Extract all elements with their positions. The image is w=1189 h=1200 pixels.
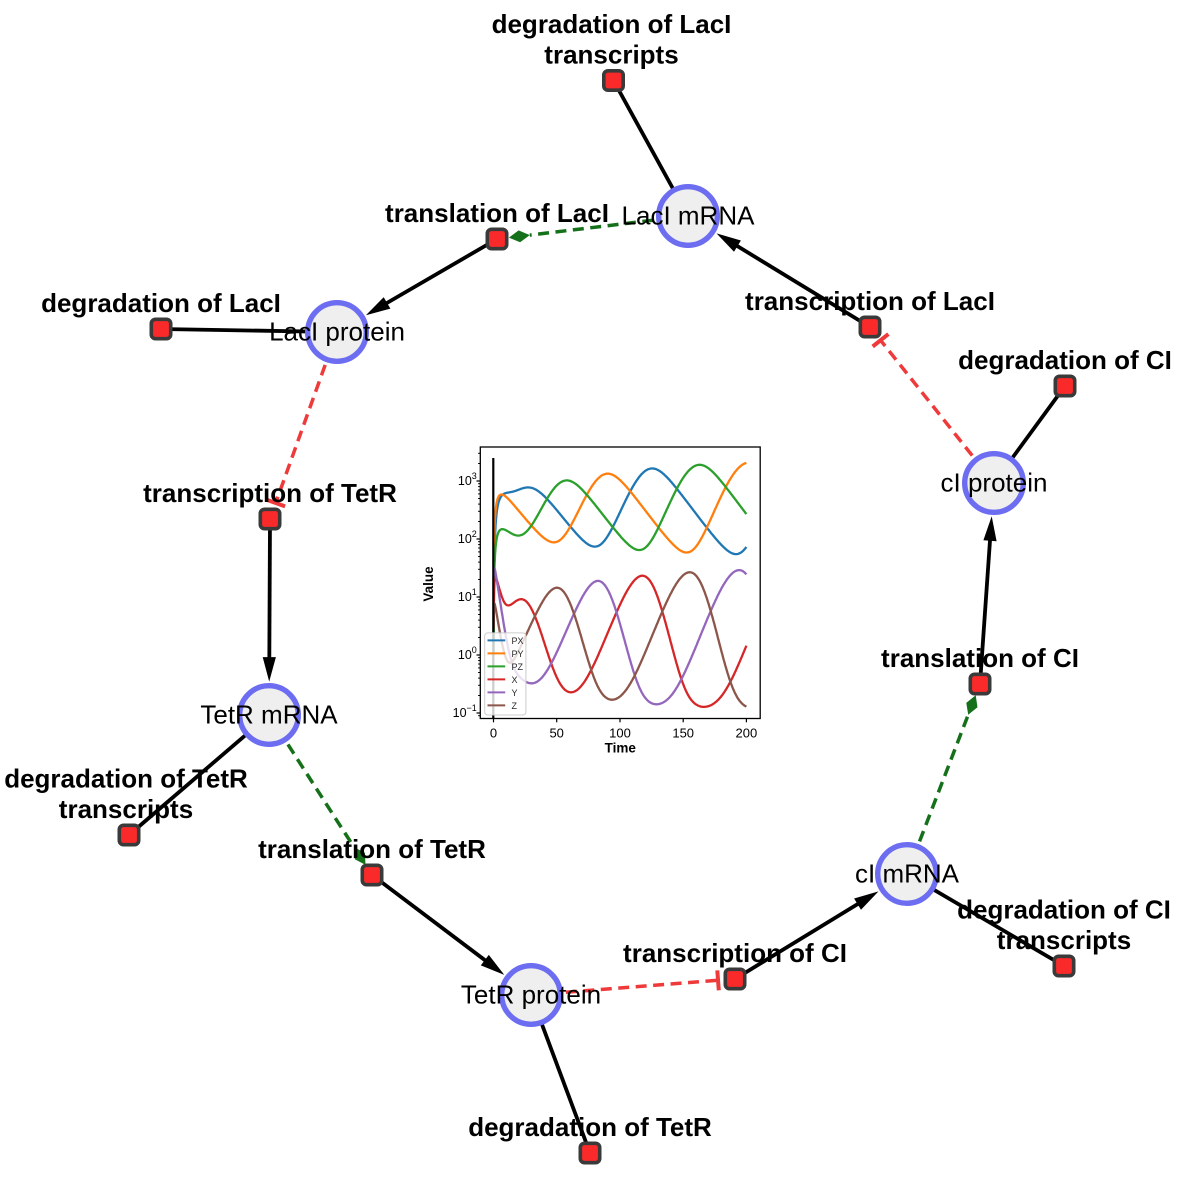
- svg-text:degradation of TetR: degradation of TetR: [4, 764, 248, 794]
- svg-text:X: X: [512, 675, 518, 685]
- svg-text:Y: Y: [512, 688, 518, 698]
- svg-text:degradation of LacI: degradation of LacI: [41, 288, 281, 318]
- svg-text:transcription of TetR: transcription of TetR: [143, 478, 397, 508]
- svg-text:translation of TetR: translation of TetR: [258, 834, 486, 864]
- svg-text:translation of CI: translation of CI: [881, 643, 1079, 673]
- svg-text:transcription of CI: transcription of CI: [623, 938, 847, 968]
- svg-text:150: 150: [672, 726, 694, 741]
- svg-text:200: 200: [736, 726, 758, 741]
- svg-text:translation of LacI: translation of LacI: [385, 198, 609, 228]
- svg-text:TetR protein: TetR protein: [461, 980, 601, 1010]
- svg-text:Value: Value: [421, 566, 436, 602]
- svg-text:PZ: PZ: [512, 662, 524, 672]
- svg-text:LacI protein: LacI protein: [269, 317, 405, 347]
- svg-text:50: 50: [549, 726, 563, 741]
- svg-text:PX: PX: [512, 636, 524, 646]
- svg-text:degradation of CI: degradation of CI: [957, 895, 1171, 925]
- svg-text:degradation of TetR: degradation of TetR: [468, 1112, 712, 1142]
- svg-text:TetR mRNA: TetR mRNA: [200, 700, 338, 730]
- svg-text:transcripts: transcripts: [59, 794, 193, 824]
- svg-text:transcripts: transcripts: [544, 40, 678, 70]
- svg-text:PY: PY: [512, 649, 524, 659]
- svg-text:cI mRNA: cI mRNA: [855, 859, 960, 889]
- svg-text:transcripts: transcripts: [997, 925, 1131, 955]
- svg-text:LacI mRNA: LacI mRNA: [622, 201, 756, 231]
- svg-text:0: 0: [490, 726, 497, 741]
- svg-text:degradation of LacI: degradation of LacI: [492, 9, 732, 39]
- svg-text:Time: Time: [605, 741, 637, 756]
- svg-text:cI protein: cI protein: [941, 468, 1048, 498]
- svg-text:degradation of CI: degradation of CI: [958, 345, 1172, 375]
- svg-text:Z: Z: [512, 701, 518, 711]
- svg-text:100: 100: [609, 726, 631, 741]
- svg-text:transcription of LacI: transcription of LacI: [745, 286, 995, 316]
